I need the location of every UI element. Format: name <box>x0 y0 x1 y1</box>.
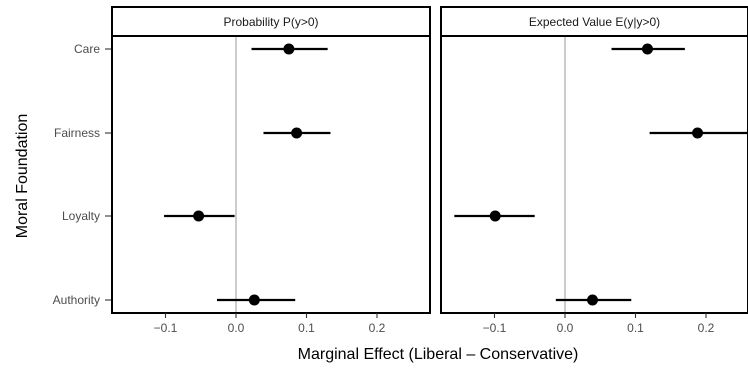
panel-1-strip <box>111 6 431 37</box>
panel-1-point-care <box>283 43 295 55</box>
panel-1-x-tick-label: 0.1 <box>298 321 315 335</box>
panel-1-point-fairness <box>291 127 303 139</box>
panel-2-x-tick-label: 0.2 <box>698 321 715 335</box>
panel-1-point-authority <box>248 294 260 306</box>
y-axis-title: Moral Foundation <box>14 114 31 239</box>
panel-2-point-loyalty <box>489 210 501 222</box>
panel-2-x-tick-label: 0.1 <box>627 321 644 335</box>
panel-2-border <box>440 35 748 314</box>
panel-1-point-loyalty <box>193 210 205 222</box>
x-axis-title: Marginal Effect (Liberal – Conservative) <box>298 346 579 363</box>
panel-1-x-tick-label: −0.1 <box>154 321 178 335</box>
panel-1-strip-title: Probability P(y>0) <box>223 15 318 29</box>
panel-2-point-fairness <box>692 127 704 139</box>
y-tick-label-authority: Authority <box>53 293 100 307</box>
y-tick-label-fairness: Fairness <box>54 126 100 140</box>
panel-2-strip-title: Expected Value E(y|y>0) <box>529 15 660 29</box>
panel-1-x-tick-label: 0.0 <box>228 321 245 335</box>
panel-2-x-tick-label: 0.0 <box>557 321 574 335</box>
panel-2-point-authority <box>586 294 598 306</box>
y-tick-label-care: Care <box>74 42 100 56</box>
panel-2-x-tick-label: −0.1 <box>483 321 507 335</box>
panel-2-point-care <box>641 43 653 55</box>
y-tick-label-loyalty: Loyalty <box>62 209 100 223</box>
panel-1-border <box>111 35 431 314</box>
panel-1-x-tick-label: 0.2 <box>369 321 386 335</box>
